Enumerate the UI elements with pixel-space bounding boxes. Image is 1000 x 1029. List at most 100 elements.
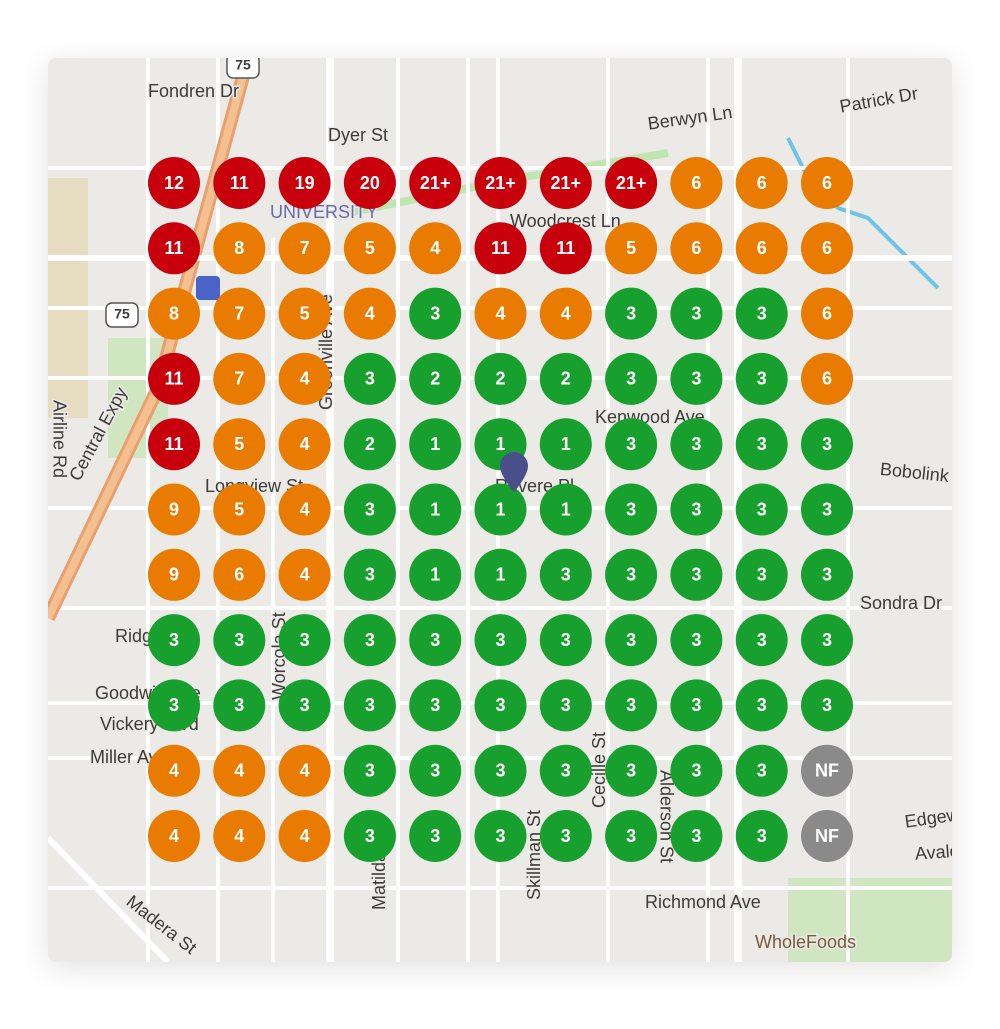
rank-marker [148,483,200,536]
rank-label: 11 [164,369,183,389]
park [788,878,952,962]
rank-marker [213,614,266,667]
rank-label: 1 [495,499,505,519]
rank-marker [670,352,723,405]
rank-marker [278,744,331,797]
rank-marker [343,548,396,601]
rank-marker [148,222,200,275]
rank-marker [278,483,331,536]
rank-marker [801,679,853,732]
rank-label: 4 [495,303,505,323]
rank-label: 3 [626,695,636,715]
rank-label: 3 [234,695,244,715]
rank-marker [409,614,462,667]
rank-label: 1 [430,499,440,519]
rank-label: 21+ [616,173,647,193]
rank-marker [539,352,592,405]
rank-label: 1 [561,434,571,454]
rank-marker [735,222,788,275]
rank-marker [278,157,331,209]
rank-label: 7 [300,238,310,258]
rank-label: 12 [164,173,184,193]
rank-marker [213,222,266,275]
rank-marker [605,418,658,471]
rank-marker [605,810,658,862]
rank-marker [213,287,266,340]
rank-label: 3 [822,630,832,650]
street-label: Sondra Dr [860,593,942,613]
rank-label: 4 [169,826,179,846]
street-label: Alderson St [656,770,676,863]
rank-marker [801,744,853,797]
rank-marker [343,483,396,536]
rank-marker [539,614,592,667]
rank-label: 6 [822,238,832,258]
rank-label: 3 [365,565,375,585]
rank-marker [343,157,396,209]
rank-label: 6 [822,369,832,389]
rank-label: 3 [757,369,767,389]
rank-marker [605,679,658,732]
rank-label: 3 [757,499,767,519]
rank-label: 4 [561,303,571,323]
rank-label: 6 [691,238,701,258]
rank-label: 3 [691,695,701,715]
campus [48,178,88,418]
rank-marker [343,352,396,405]
rank-label: 20 [360,173,380,193]
rank-marker [539,222,592,275]
rank-marker [213,352,266,405]
rank-marker [474,810,527,862]
rank-label: 4 [300,565,310,585]
rank-marker [735,418,788,471]
rank-marker [409,157,462,209]
rank-label: 3 [430,630,440,650]
rank-label: 4 [365,303,375,323]
rank-marker [801,614,853,667]
rank-label: 2 [365,434,375,454]
rank-marker [148,548,200,601]
rank-label: 3 [365,630,375,650]
rank-label: 21+ [420,173,451,193]
rank-label: 3 [757,695,767,715]
rank-label: 4 [300,369,310,389]
rank-marker [474,222,527,275]
highway-number: 75 [235,58,251,73]
rank-marker [343,287,396,340]
rank-label: 3 [822,434,832,454]
rank-marker [474,744,527,797]
rank-marker [343,744,396,797]
rank-marker [409,483,462,536]
rank-marker [148,157,200,209]
rank-marker [474,679,527,732]
rank-marker [278,548,331,601]
rank-label: 3 [626,369,636,389]
street-label: Woodcrest Ln [510,211,621,231]
rank-label: 4 [300,499,310,519]
rank-label: 6 [757,173,767,193]
rank-marker [670,810,723,862]
rank-marker [801,222,853,275]
rank-marker [213,810,266,862]
rank-label: 3 [169,630,179,650]
rank-label: 3 [365,826,375,846]
rank-label: 2 [495,369,505,389]
rank-label: 3 [822,695,832,715]
rank-label: 3 [365,369,375,389]
rank-label: 3 [365,695,375,715]
rank-marker [670,418,723,471]
rank-label: 3 [430,303,440,323]
location-pin [500,452,528,492]
rank-marker [801,418,853,471]
rank-marker [213,548,266,601]
rank-marker [278,222,331,275]
rank-marker [278,679,331,732]
rank-label: 6 [822,303,832,323]
rank-marker [409,352,462,405]
rank-label: 11 [164,238,183,258]
street-label: WholeFoods [755,932,856,952]
rank-label: 4 [430,238,440,258]
street-label: Skillman St [524,810,544,900]
rank-marker [474,614,527,667]
